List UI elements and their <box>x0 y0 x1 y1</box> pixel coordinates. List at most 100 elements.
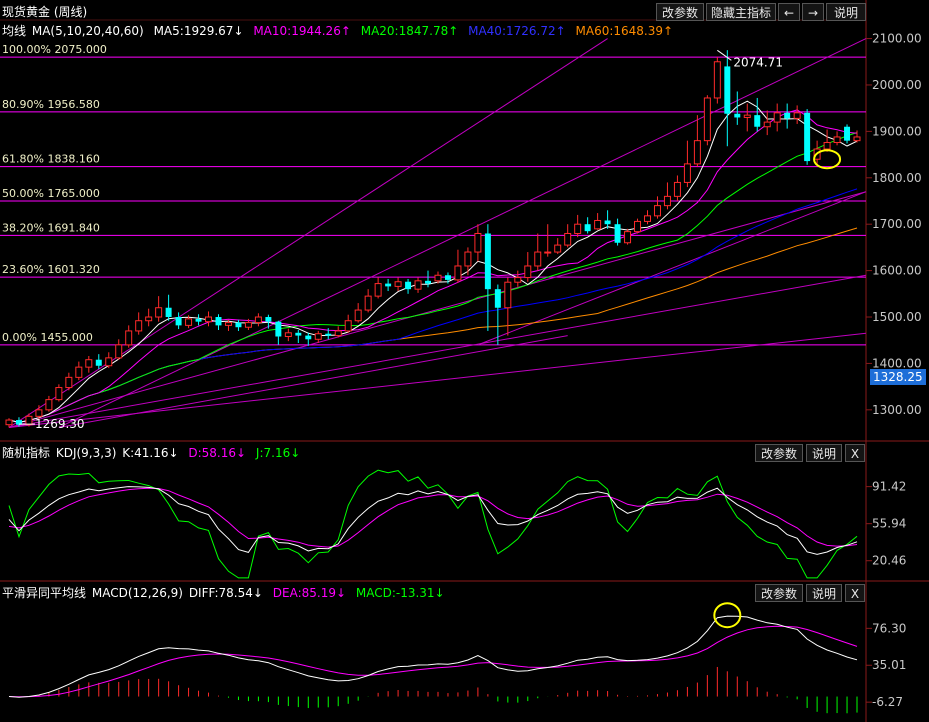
candle-body <box>125 330 133 346</box>
candle-body <box>45 399 53 411</box>
candle-body <box>394 281 402 287</box>
candle-body <box>754 115 761 127</box>
candle-body <box>195 318 202 322</box>
fib-level-label: 0.00% 1455.000 <box>2 331 93 344</box>
macd-legend-params: MACD(12,26,9) <box>91 586 183 600</box>
low-price-label: 1269.30 <box>35 417 85 431</box>
candle-body <box>524 265 532 279</box>
candle-body <box>444 275 451 280</box>
candle-body <box>284 332 292 338</box>
macd-dea-value: DEA:85.19↓ <box>272 586 347 600</box>
macd-legend-title: 平滑异同平均线 <box>2 586 87 600</box>
ma10-line <box>8 109 858 423</box>
candle-body <box>314 333 322 340</box>
candle-body <box>135 320 143 332</box>
kdj-legend: 随机指标 KDJ(9,3,3) K:41.16↓ D:58.16↓ J:7.16… <box>2 444 306 461</box>
candle-body <box>663 195 671 207</box>
candle-body <box>793 112 801 119</box>
candle-body <box>65 376 73 389</box>
candle-body <box>454 265 462 281</box>
candle-body <box>564 232 572 246</box>
ma10-value: MA10:1944.26↑ <box>253 24 351 38</box>
edit-params-button[interactable]: 改参数 <box>656 3 704 21</box>
help-button[interactable]: 说明 <box>826 3 866 21</box>
trend-line <box>477 191 867 346</box>
candle-body <box>673 181 681 197</box>
candle-body <box>504 281 512 309</box>
candle-body <box>703 97 711 142</box>
kdj-tick-label: 20.46 <box>872 554 906 568</box>
candle-body <box>833 136 841 144</box>
candle-body <box>364 295 372 311</box>
candle-body <box>624 231 632 244</box>
candle-body <box>305 335 312 340</box>
price-highlight-circle <box>813 149 842 170</box>
ma20-value: MA20:1847.78↑ <box>360 24 459 38</box>
current-price-tag: 1328.25 <box>870 369 926 385</box>
kdj-d-value: D:58.16↓ <box>188 446 247 460</box>
candle-body <box>95 359 102 366</box>
candle-body <box>224 322 232 326</box>
kdj-k-value: K:41.16↓ <box>122 446 179 460</box>
candle-body <box>425 280 432 284</box>
prev-arrow-button[interactable]: ← <box>778 3 800 21</box>
price-tick-label: 1500.00 <box>872 310 922 324</box>
candle-body <box>713 61 721 99</box>
macd-dea-line <box>8 625 858 698</box>
kdj-j-line <box>8 469 858 579</box>
macd-hist-value: MACD:-13.31↓ <box>355 586 445 600</box>
macd-diff-line <box>8 615 858 698</box>
candle-body <box>734 113 741 118</box>
price-tick-label: 1600.00 <box>872 264 922 278</box>
fib-level-label: 100.00% 2075.000 <box>2 43 107 56</box>
ma60-value: MA60:1648.39↑ <box>575 24 674 38</box>
macd-help-button[interactable]: 说明 <box>806 584 842 602</box>
fib-level-label: 38.20% 1691.840 <box>2 221 100 234</box>
trend-line <box>58 38 867 428</box>
macd-tick-label: -6.27 <box>872 695 903 709</box>
candle-body <box>115 344 123 359</box>
candle-body <box>594 219 602 230</box>
trend-line <box>58 335 568 428</box>
candle-body <box>85 359 93 368</box>
candle-body <box>205 316 213 323</box>
macd-close-button[interactable]: X <box>845 584 865 602</box>
kdj-close-button[interactable]: X <box>845 444 865 462</box>
candle-body <box>385 283 392 287</box>
price-tick-label: 1900.00 <box>872 124 922 138</box>
candle-body <box>574 223 582 234</box>
hide-main-indicator-button[interactable]: 隐藏主指标 <box>706 3 776 21</box>
ma5-value: MA5:1929.67↓ <box>153 24 244 38</box>
trend-line <box>8 274 867 428</box>
chart-title: 现货黄金 (周线) <box>2 5 88 19</box>
candle-body <box>325 333 332 336</box>
candle-body <box>265 317 272 322</box>
macd-diff-value: DIFF:78.54↓ <box>188 586 263 600</box>
kdj-edit-params-button[interactable]: 改参数 <box>755 444 803 462</box>
kdj-help-button[interactable]: 说明 <box>806 444 842 462</box>
ma-legend: 均线 MA(5,10,20,40,60) MA5:1929.67↓ MA10:1… <box>2 22 679 39</box>
candle-body <box>165 307 172 318</box>
kdj-k-line <box>8 486 858 555</box>
candle-body <box>823 142 831 150</box>
candle-body <box>644 215 651 222</box>
candle-body <box>474 232 482 253</box>
ma20-line <box>8 132 858 423</box>
candle-body <box>15 420 22 425</box>
ma5-line <box>8 100 858 423</box>
candle-body <box>105 357 113 367</box>
candle-body <box>75 366 83 378</box>
macd-edit-params-button[interactable]: 改参数 <box>755 584 803 602</box>
candle-body <box>405 281 412 290</box>
next-arrow-button[interactable]: → <box>802 3 824 21</box>
candle-body <box>584 224 591 232</box>
kdj-legend-params: KDJ(9,3,3) <box>55 446 117 460</box>
fib-level-label: 61.80% 1838.160 <box>2 153 100 166</box>
price-tick-label: 1700.00 <box>872 217 922 231</box>
candle-body <box>683 163 691 183</box>
candle-body <box>534 251 542 267</box>
price-tick-label: 2100.00 <box>872 32 922 46</box>
kdj-d-line <box>8 487 858 548</box>
fib-level-label: 50.00% 1765.000 <box>2 187 100 200</box>
high-price-label: 2074.71 <box>733 55 783 69</box>
